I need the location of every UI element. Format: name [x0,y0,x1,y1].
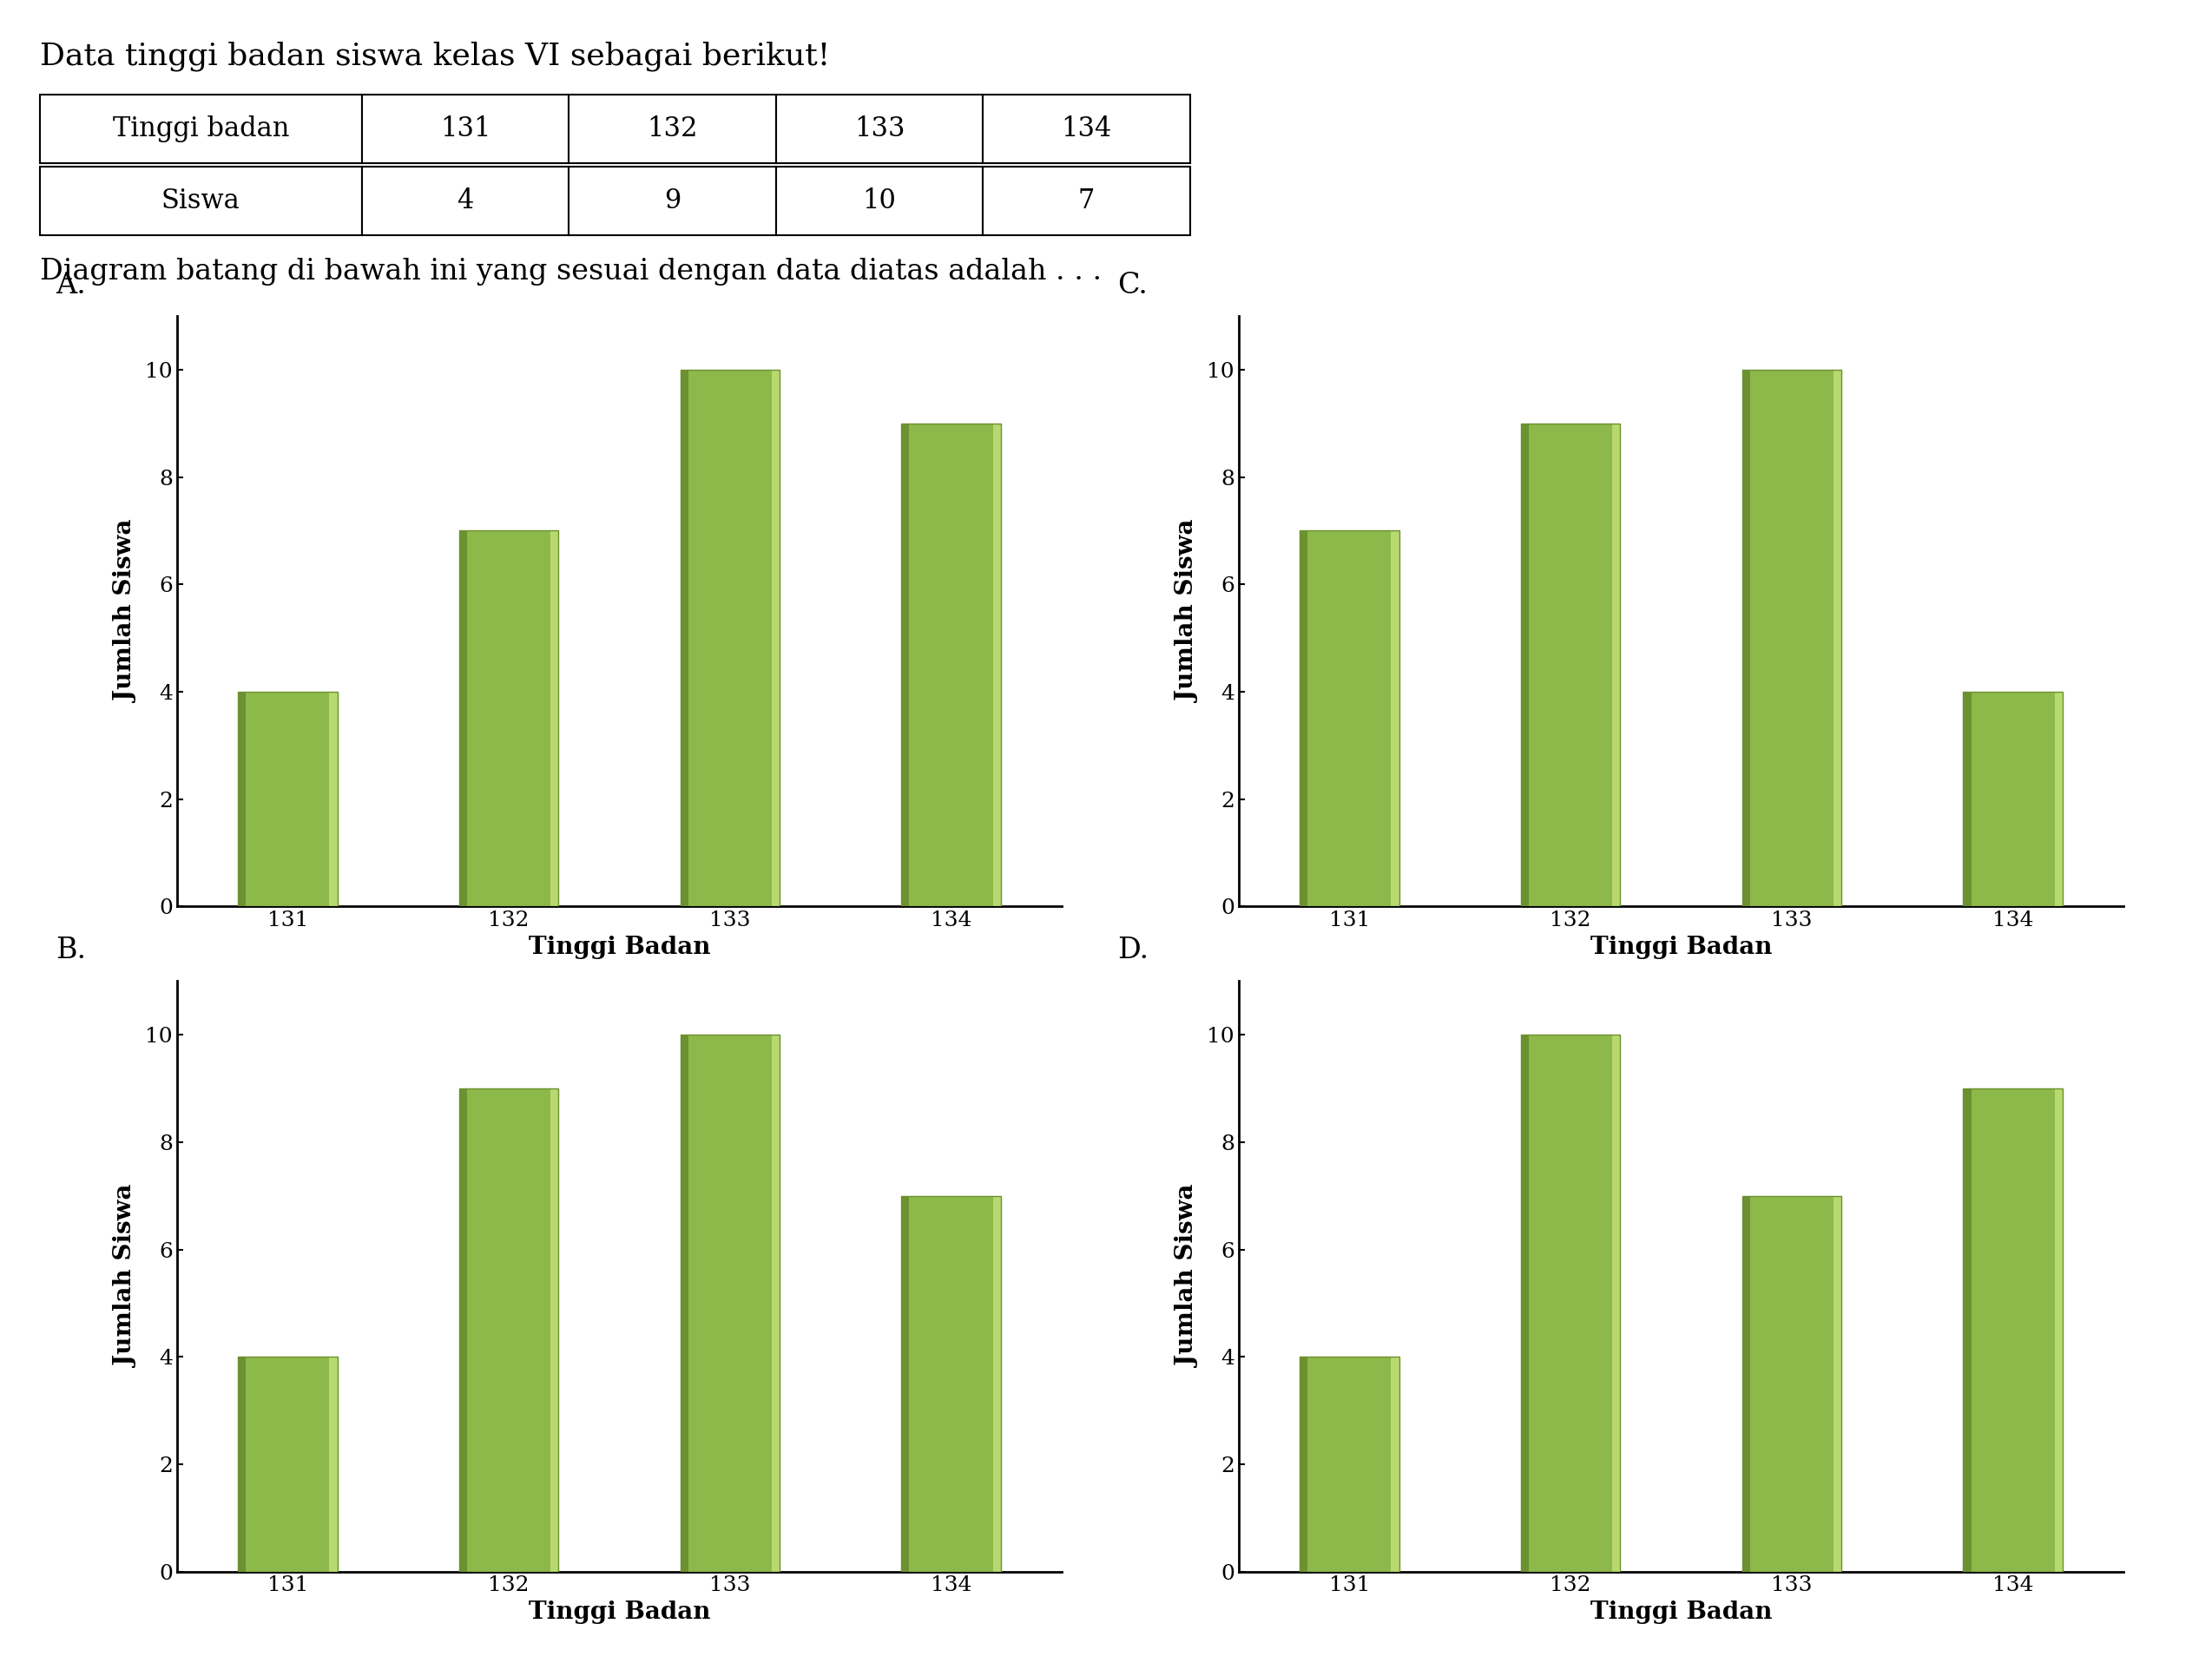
Bar [246,692,330,906]
Bar [1964,1089,1971,1572]
Bar [551,530,560,906]
Bar [1971,1089,2055,1572]
Bar [681,1034,688,1572]
Bar [1971,692,2055,906]
Bar [239,692,246,906]
Bar [772,1034,781,1572]
X-axis label: Tinggi Badan: Tinggi Badan [1590,1600,1772,1625]
Bar [1964,692,2064,906]
Y-axis label: Jumlah Siswa: Jumlah Siswa [1177,521,1199,702]
Bar [681,1034,781,1572]
Text: C.: C. [1117,271,1148,299]
FancyBboxPatch shape [776,95,982,163]
Bar [330,692,336,906]
FancyBboxPatch shape [40,95,363,163]
FancyBboxPatch shape [568,95,776,163]
Y-axis label: Jumlah Siswa: Jumlah Siswa [115,521,137,702]
Y-axis label: Jumlah Siswa: Jumlah Siswa [1177,1186,1199,1367]
Bar [1301,530,1307,906]
Bar [1834,369,1840,906]
Text: 4: 4 [458,188,473,215]
Bar [1528,1034,1613,1572]
Bar [467,1089,551,1572]
Bar [1750,1196,1834,1572]
Bar [1613,1034,1621,1572]
FancyBboxPatch shape [363,95,568,163]
Bar [460,530,467,906]
FancyBboxPatch shape [40,166,363,234]
Bar [1528,424,1613,906]
Text: B.: B. [55,936,86,965]
Bar [1964,1089,2064,1572]
Bar [1834,1196,1840,1572]
Text: Tinggi badan: Tinggi badan [113,115,290,143]
Bar [467,530,551,906]
FancyBboxPatch shape [982,166,1190,234]
Bar [1743,369,1840,906]
Bar [1522,1034,1528,1572]
Bar [551,1089,560,1572]
Bar [246,1357,330,1572]
Bar [1301,1357,1400,1572]
Bar [330,1357,336,1572]
Bar [1522,1034,1621,1572]
FancyBboxPatch shape [363,166,568,234]
Bar [772,369,781,906]
Bar [909,1196,993,1572]
Bar [460,1089,560,1572]
Y-axis label: Jumlah Siswa: Jumlah Siswa [115,1186,137,1367]
Bar [1301,530,1400,906]
Bar [2055,692,2064,906]
Bar [688,1034,772,1572]
Bar [993,424,1002,906]
Bar [460,530,560,906]
Bar [902,1196,909,1572]
FancyBboxPatch shape [776,166,982,234]
Bar [902,424,1000,906]
Bar [1964,692,1971,906]
Bar [1522,424,1528,906]
Text: A.: A. [55,271,86,299]
Bar [1743,1196,1840,1572]
Bar [1391,530,1400,906]
Bar [681,369,688,906]
Text: Diagram batang di bawah ini yang sesuai dengan data diatas adalah . . .: Diagram batang di bawah ini yang sesuai … [40,258,1102,286]
X-axis label: Tinggi Badan: Tinggi Badan [1590,935,1772,960]
Bar [460,1089,467,1572]
Bar [1750,369,1834,906]
Bar [239,692,336,906]
Bar [1307,530,1391,906]
FancyBboxPatch shape [568,166,776,234]
Bar [239,1357,246,1572]
Text: Data tinggi badan siswa kelas VI sebagai berikut!: Data tinggi badan siswa kelas VI sebagai… [40,42,830,72]
Text: 7: 7 [1077,188,1095,215]
Text: D.: D. [1117,936,1148,965]
Bar [993,1196,1002,1572]
Bar [1307,1357,1391,1572]
Bar [2055,1089,2064,1572]
X-axis label: Tinggi Badan: Tinggi Badan [529,935,710,960]
Bar [902,424,909,906]
Text: 9: 9 [664,188,681,215]
Text: 133: 133 [854,115,905,143]
Bar [1522,424,1621,906]
Bar [1743,1196,1750,1572]
Bar [1391,1357,1400,1572]
Bar [681,369,781,906]
X-axis label: Tinggi Badan: Tinggi Badan [529,1600,710,1625]
Text: 132: 132 [648,115,697,143]
Text: 134: 134 [1062,115,1113,143]
Bar [1743,369,1750,906]
Bar [902,1196,1000,1572]
Bar [1613,424,1621,906]
Text: 10: 10 [863,188,896,215]
Bar [909,424,993,906]
Bar [688,369,772,906]
Text: Siswa: Siswa [161,188,241,215]
Bar [1301,1357,1307,1572]
FancyBboxPatch shape [982,95,1190,163]
Bar [239,1357,336,1572]
Text: 131: 131 [440,115,491,143]
